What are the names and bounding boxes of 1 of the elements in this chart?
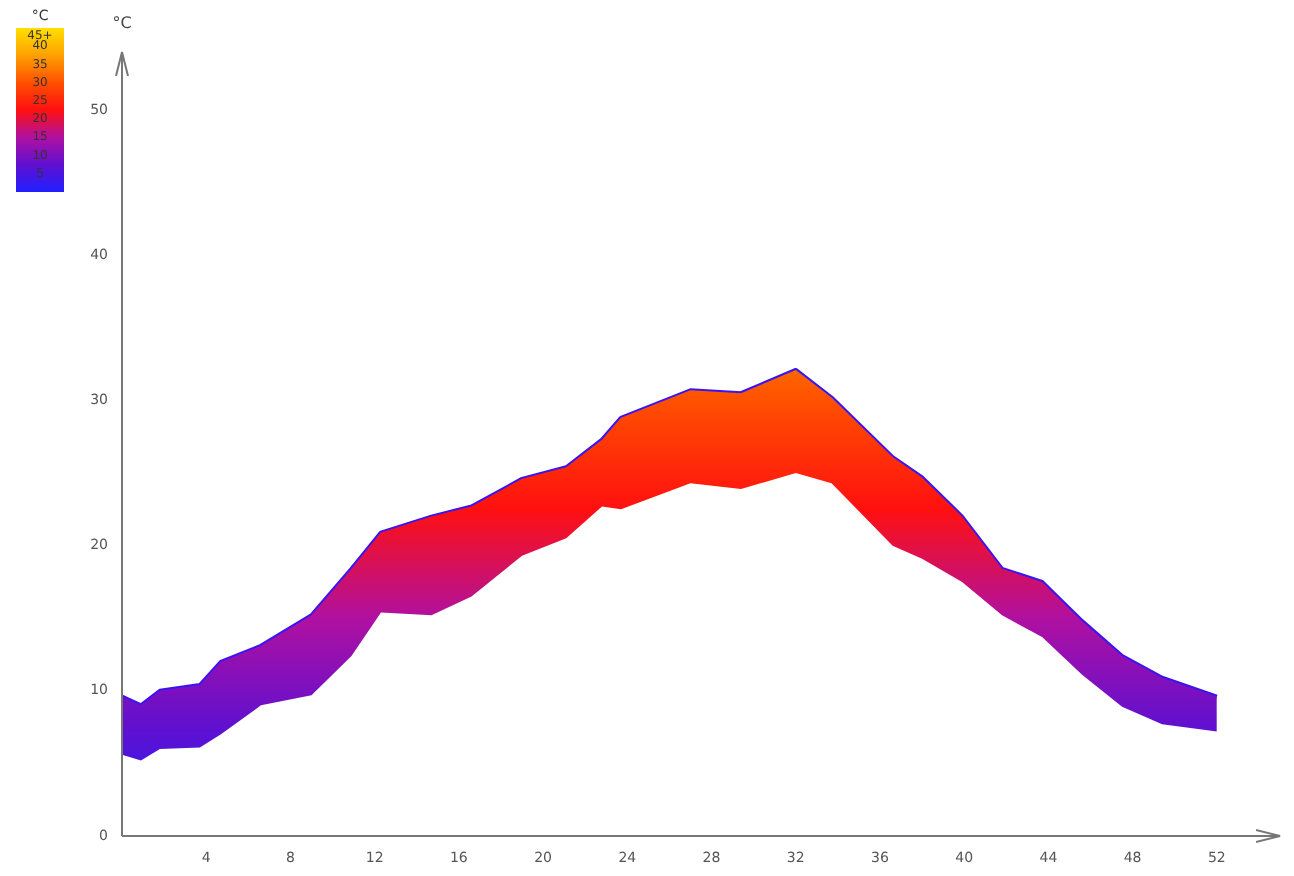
y-axis-title: °C xyxy=(112,14,133,32)
